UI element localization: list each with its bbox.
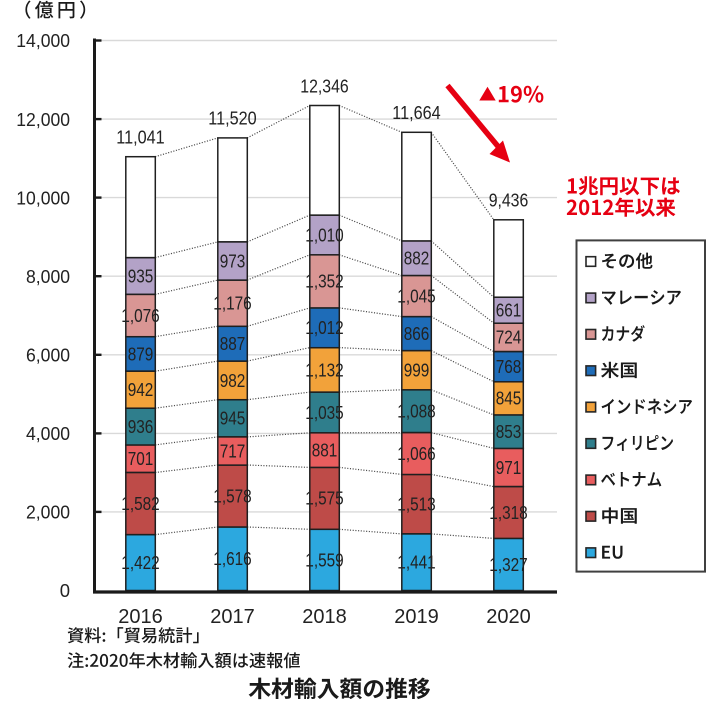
svg-text:10,000: 10,000 [16,187,70,208]
svg-text:1,132: 1,132 [305,359,343,380]
svg-text:882: 882 [404,248,430,269]
svg-text:853: 853 [496,421,522,442]
svg-text:2,000: 2,000 [26,502,70,523]
svg-text:12,346: 12,346 [300,75,348,96]
svg-text:971: 971 [496,457,522,478]
svg-text:1,318: 1,318 [489,502,527,523]
svg-text:935: 935 [128,265,154,286]
svg-text:1,352: 1,352 [305,271,343,292]
svg-text:11,664: 11,664 [392,102,440,123]
svg-text:12,000: 12,000 [16,109,70,130]
svg-text:1,327: 1,327 [489,554,527,575]
svg-text:11,041: 11,041 [116,127,164,148]
svg-text:717: 717 [220,440,246,461]
svg-text:1,513: 1,513 [397,494,435,515]
svg-text:8,000: 8,000 [26,266,70,287]
svg-text:879: 879 [128,343,154,364]
svg-text:881: 881 [312,440,338,461]
svg-text:1,559: 1,559 [305,549,343,570]
svg-text:1,176: 1,176 [213,293,251,314]
svg-text:942: 942 [128,379,154,400]
svg-text:982: 982 [220,370,246,391]
svg-text:1,045: 1,045 [397,285,435,306]
svg-text:0: 0 [60,580,70,601]
svg-text:1,582: 1,582 [121,493,159,514]
svg-text:724: 724 [496,327,522,348]
svg-text:701: 701 [128,448,154,469]
svg-text:11,520: 11,520 [208,108,256,129]
svg-text:9,436: 9,436 [489,190,529,211]
svg-text:1,010: 1,010 [305,224,343,245]
svg-text:2016: 2016 [118,606,163,628]
svg-text:1,066: 1,066 [397,443,435,464]
svg-text:1,035: 1,035 [305,402,343,423]
svg-text:1,088: 1,088 [397,401,435,422]
svg-text:945: 945 [220,408,246,429]
svg-text:14,000: 14,000 [16,30,70,51]
svg-text:1,616: 1,616 [213,548,251,569]
svg-text:973: 973 [220,250,246,271]
svg-text:1,012: 1,012 [305,317,343,338]
svg-text:866: 866 [404,323,430,344]
svg-text:936: 936 [128,416,154,437]
svg-text:2017: 2017 [210,606,255,628]
svg-text:1,076: 1,076 [121,305,159,326]
svg-text:999: 999 [404,360,430,381]
svg-text:2020: 2020 [486,606,531,628]
svg-text:661: 661 [496,300,522,321]
svg-text:887: 887 [220,333,246,354]
svg-text:845: 845 [496,388,522,409]
svg-text:1,422: 1,422 [121,552,159,573]
svg-text:2018: 2018 [302,606,347,628]
svg-text:1,575: 1,575 [305,488,343,509]
svg-text:4,000: 4,000 [26,423,70,444]
svg-text:1,441: 1,441 [397,552,435,573]
svg-text:1,578: 1,578 [213,485,251,506]
svg-text:6,000: 6,000 [26,345,70,366]
svg-text:2019: 2019 [394,606,439,628]
svg-text:768: 768 [496,356,522,377]
